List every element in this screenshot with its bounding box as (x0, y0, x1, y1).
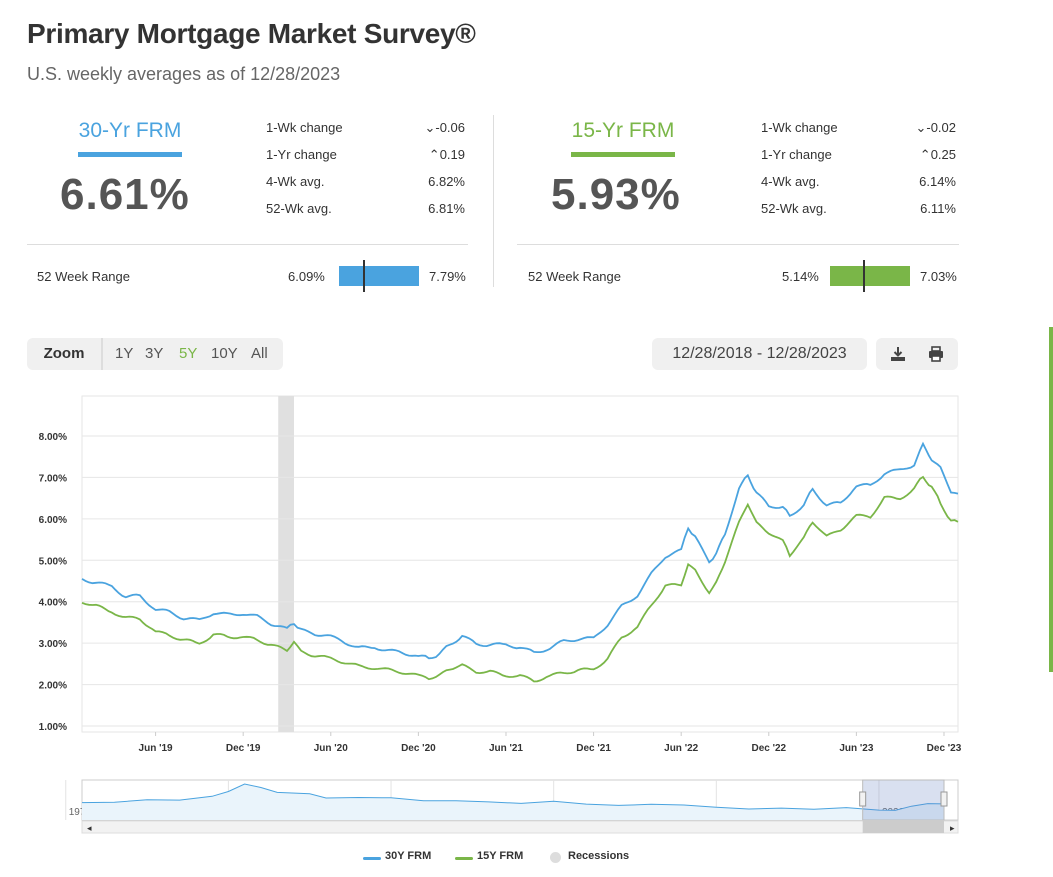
range-current-marker-30yr (362, 260, 365, 292)
stat-value: 6.14% (919, 174, 956, 189)
y-tick-label: 1.00% (39, 722, 67, 733)
x-tick-label: Dec '23 (927, 743, 962, 754)
chart-tools (876, 338, 958, 370)
legend-15y-frm[interactable]: 15Y FRM (477, 850, 524, 862)
stat-label: 1-Wk change (761, 120, 838, 135)
y-tick-label: 5.00% (39, 556, 67, 567)
range-low-30yr: 6.09% (288, 269, 325, 284)
page-title: Primary Mortgage Market Survey® (27, 18, 476, 49)
x-tick-label: Jun '20 (314, 743, 348, 754)
x-tick-label: Jun '21 (489, 743, 523, 754)
y-tick-label: 3.00% (39, 639, 67, 650)
x-tick-label: Jun '22 (664, 743, 698, 754)
range-bar-30yr (339, 266, 419, 286)
rate-value-30yr: 6.61% (60, 170, 190, 219)
navigator-area (82, 784, 944, 820)
scroll-right-arrow: ▸ (950, 824, 955, 834)
chevron-up-icon: ⌃ (919, 147, 931, 162)
panel-divider (493, 115, 494, 287)
legend-15y-swatch (455, 857, 473, 860)
rate-name-15yr: 15-Yr FRM (571, 119, 675, 142)
navigator-handle-left (859, 791, 867, 807)
legend-recessions[interactable]: Recessions (568, 850, 630, 862)
chevron-down-icon: ⌄ (915, 120, 927, 135)
stat-label: 1-Yr change (761, 147, 832, 162)
download-icon (891, 347, 905, 361)
navigator-scroll-thumb (862, 821, 944, 833)
legend-30y-frm[interactable]: 30Y FRM (385, 850, 432, 862)
scroll-left-arrow: ◂ (87, 824, 92, 834)
page-subtitle: U.S. weekly averages as of 12/28/2023 (27, 64, 341, 84)
y-tick-label: 7.00% (39, 473, 67, 484)
x-tick-label: Jun '19 (139, 743, 173, 754)
legend-recessions-swatch (550, 852, 561, 863)
divider (517, 244, 959, 245)
zoom-5y-button[interactable]: 5Y (179, 345, 198, 362)
rate-underline-30yr (78, 152, 182, 157)
divider (27, 244, 468, 245)
stat-label: 1-Wk change (266, 120, 343, 135)
y-tick-label: 4.00% (39, 598, 67, 609)
date-range-display[interactable]: 12/28/2018 - 12/28/2023 (652, 338, 867, 370)
stat-value: ⌃0.19 (428, 147, 465, 162)
navigator-handle-right (940, 791, 948, 807)
zoom-10y-button[interactable]: 10Y (211, 345, 238, 362)
y-tick-label: 2.00% (39, 681, 67, 692)
series-line-30y-frm (81, 441, 959, 660)
range-label-15yr: 52 Week Range (528, 269, 621, 284)
zoom-1y-button[interactable]: 1Y (115, 345, 134, 362)
navigator-scrollbar (81, 820, 959, 834)
zoom-control: Zoom 1Y 3Y 5Y 10Y All (27, 338, 283, 370)
x-tick-label: Dec '22 (751, 743, 786, 754)
range-bar-15yr (830, 266, 910, 286)
chevron-down-icon: ⌄ (424, 120, 436, 135)
stat-value: 6.81% (428, 201, 465, 216)
rate-name-30yr: 30-Yr FRM (78, 119, 182, 142)
x-tick-label: Dec '21 (576, 743, 611, 754)
navigator-line (81, 783, 945, 811)
zoom-3y-button[interactable]: 3Y (145, 345, 164, 362)
y-tick-label: 6.00% (39, 515, 67, 526)
stat-value: 6.82% (428, 174, 465, 189)
plot-area (81, 395, 959, 733)
range-label-30yr: 52 Week Range (37, 269, 130, 284)
stat-label: 52-Wk avg. (761, 201, 827, 216)
range-current-marker-15yr (862, 260, 865, 292)
x-tick-label: Dec '20 (401, 743, 436, 754)
series-line-15y-frm (81, 475, 959, 683)
stat-label: 4-Wk avg. (761, 174, 820, 189)
x-tick-label: Dec '19 (226, 743, 261, 754)
rate-underline-15yr (571, 152, 675, 157)
x-tick-label: Jun '23 (839, 743, 873, 754)
rate-value-15yr: 5.93% (551, 170, 681, 219)
zoom-all-button[interactable]: All (251, 345, 268, 362)
stat-value: ⌄-0.02 (915, 120, 956, 135)
range-high-30yr: 7.79% (429, 269, 466, 284)
print-icon (929, 346, 943, 362)
zoom-label: Zoom (27, 338, 103, 370)
mortgage-rate-chart: 8.00% 7.00% 6.00% 5.00% 4.00% 3.00% 2.00% 1.00%… (39, 395, 962, 834)
range-high-15yr: 7.03% (920, 269, 957, 284)
navigator-selection (862, 779, 945, 821)
print-button[interactable] (916, 338, 956, 370)
page-edge-accent (1049, 327, 1053, 672)
stat-value: 6.11% (920, 201, 956, 216)
stat-label: 4-Wk avg. (266, 174, 325, 189)
chevron-up-icon: ⌃ (428, 147, 440, 162)
stat-label: 1-Yr change (266, 147, 337, 162)
legend-30y-swatch (363, 857, 381, 860)
stat-value: ⌃0.25 (919, 147, 956, 162)
stat-value: ⌄-0.06 (424, 120, 465, 135)
y-tick-label: 8.00% (39, 432, 67, 443)
download-button[interactable] (878, 338, 918, 370)
navigator-label: 1970 (69, 807, 92, 818)
stat-label: 52-Wk avg. (266, 201, 332, 216)
recession-band (278, 396, 294, 732)
range-low-15yr: 5.14% (782, 269, 819, 284)
